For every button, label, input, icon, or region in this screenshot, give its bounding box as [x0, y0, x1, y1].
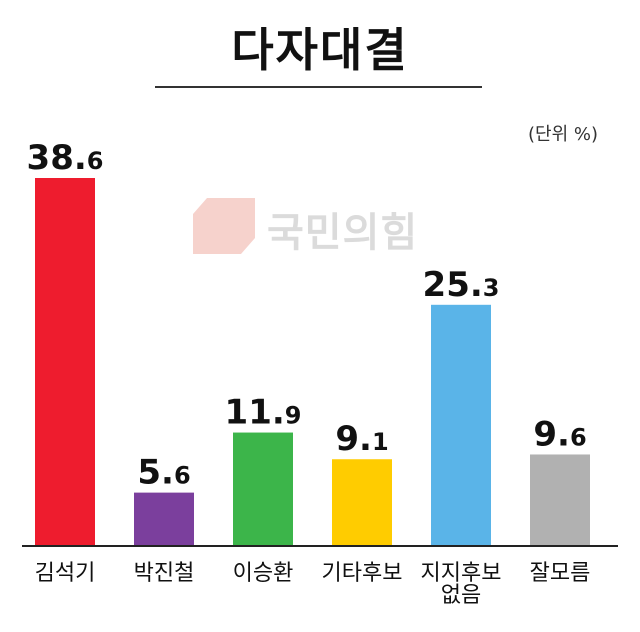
- watermark-text: 국민의힘: [267, 210, 419, 256]
- category-label-3: 이승환: [233, 561, 294, 586]
- category-label-5-line-2: 없음: [441, 583, 481, 608]
- bar-1: [35, 178, 95, 546]
- unit-label: (단위 %): [528, 124, 598, 145]
- bar-4: [332, 459, 392, 546]
- category-label-2: 박진철: [134, 561, 195, 586]
- category-label-4: 기타후보: [322, 561, 403, 586]
- value-label-4: 9.1: [335, 419, 388, 459]
- value-label-3: 11.9: [225, 393, 302, 433]
- category-label-6: 잘모름: [530, 561, 591, 586]
- party-watermark: 국민의힘: [193, 196, 453, 256]
- category-label-1: 김석기: [35, 561, 96, 586]
- value-label-5: 25.3: [423, 265, 500, 305]
- party-logo-icon: [193, 198, 255, 254]
- value-label-1: 38.6: [27, 138, 104, 178]
- bar-2: [134, 492, 194, 546]
- category-label-5-line-1: 지지후보: [421, 561, 502, 586]
- value-label-6: 9.6: [533, 414, 586, 454]
- bar-6: [530, 454, 590, 546]
- value-label-2: 5.6: [137, 453, 190, 493]
- chart-title: 다자대결: [231, 23, 409, 77]
- title-underline: [155, 86, 482, 88]
- bar-5: [431, 304, 491, 546]
- bar-3: [233, 432, 293, 546]
